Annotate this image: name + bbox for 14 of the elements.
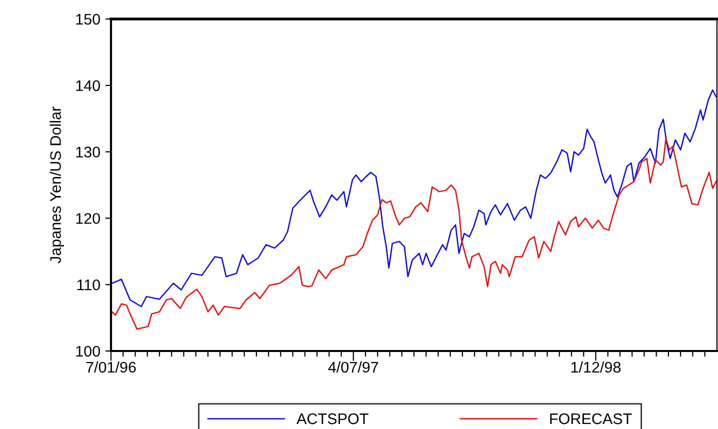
x-tick-label: 7/01/96 — [86, 361, 136, 373]
y-tick-label: 120 — [76, 213, 100, 224]
y-axis-title: Japanes Yen/US Dollar — [50, 106, 64, 264]
line-series — [111, 89, 717, 308]
legend-label: ACTSPOT — [296, 413, 368, 424]
y-tick-label: 100 — [76, 346, 100, 357]
y-tick-label: 150 — [76, 14, 100, 25]
legend-label: FORECAST — [550, 413, 632, 424]
y-tick-label: 140 — [76, 80, 100, 92]
x-tick-label: 1/12/98 — [571, 361, 621, 373]
line-series — [111, 138, 717, 330]
y-tick-label: 110 — [77, 279, 100, 290]
y-tick-label: 130 — [76, 146, 100, 158]
x-tick-label: 4/07/97 — [328, 361, 378, 373]
